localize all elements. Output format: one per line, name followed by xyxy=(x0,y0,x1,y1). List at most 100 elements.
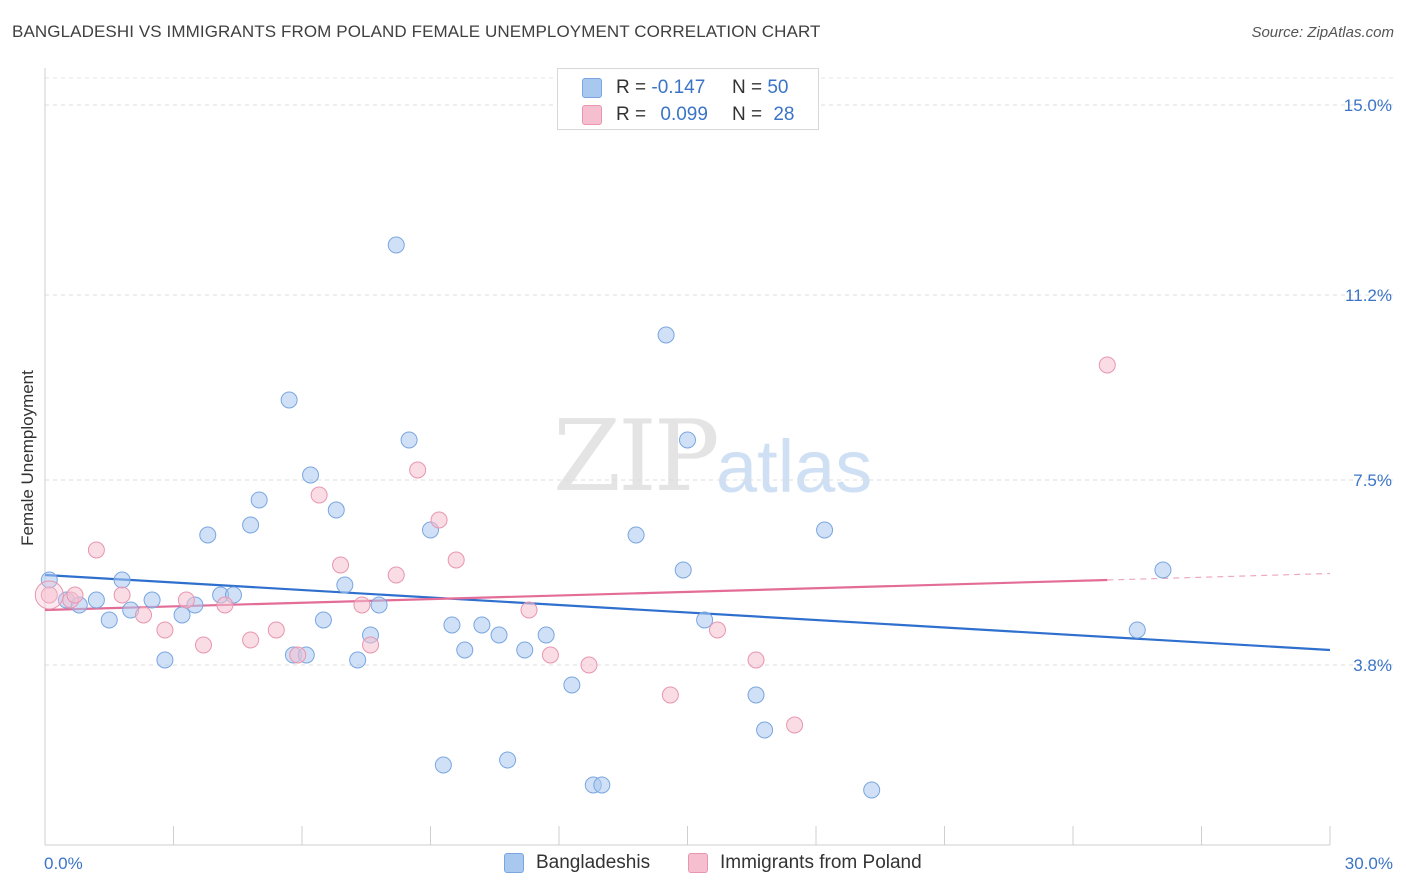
point-bangladeshi xyxy=(563,676,581,694)
point-poland xyxy=(430,511,448,529)
x-tick-label-max: 30.0% xyxy=(1345,854,1393,873)
point-poland xyxy=(332,556,350,574)
point-poland xyxy=(113,586,131,604)
point-bangladeshi xyxy=(537,626,555,644)
point-bangladeshi xyxy=(143,591,161,609)
chart-title: BANGLADESHI VS IMMIGRANTS FROM POLAND FE… xyxy=(12,22,821,41)
point-bangladeshi xyxy=(349,651,367,669)
point-poland xyxy=(135,606,153,624)
point-bangladeshi xyxy=(400,431,418,449)
point-poland xyxy=(216,596,234,614)
legend-label-bangladeshis: Bangladeshis xyxy=(536,852,651,873)
point-poland xyxy=(447,551,465,569)
point-poland xyxy=(66,586,84,604)
point-bangladeshi xyxy=(756,721,774,739)
point-bangladeshi xyxy=(250,491,268,509)
trend-lines xyxy=(44,572,1331,652)
point-bangladeshi xyxy=(473,616,491,634)
point-poland xyxy=(708,621,726,639)
tick-labels: 3.8% 7.5% 11.2% 15.0% 0.0% 30.0% Female Unempl… xyxy=(18,96,1393,873)
point-poland xyxy=(541,646,559,664)
data-points xyxy=(34,236,1172,799)
watermark-zip: ZIP xyxy=(553,400,720,514)
source-credit: Source: ZipAtlas.com xyxy=(1251,24,1394,41)
n-value: 50 xyxy=(767,77,789,98)
point-bangladeshi xyxy=(242,516,260,534)
point-poland xyxy=(747,651,765,669)
stats-row-bangladeshi: R = -0.147 N = 50 xyxy=(582,77,788,99)
point-poland xyxy=(353,596,371,614)
point-bangladeshi xyxy=(627,526,645,544)
point-bangladeshi xyxy=(87,591,105,609)
n-value: 28 xyxy=(773,104,795,125)
y-tick-label: 15.0% xyxy=(1344,96,1392,115)
r-label: R = xyxy=(616,77,647,98)
point-bangladeshi xyxy=(113,571,131,589)
point-bangladeshi xyxy=(302,466,320,484)
point-poland xyxy=(580,656,598,674)
point-bangladeshi xyxy=(696,611,714,629)
point-bangladeshi xyxy=(434,756,452,774)
y-tick-label: 3.8% xyxy=(1353,656,1392,675)
point-poland xyxy=(1098,356,1116,374)
point-bangladeshi xyxy=(280,391,298,409)
point-poland xyxy=(194,636,212,654)
point-poland xyxy=(310,486,328,504)
bottom-legend: Bangladeshis Immigrants from Poland xyxy=(0,852,1406,880)
point-bangladeshi xyxy=(443,616,461,634)
point-poland xyxy=(661,686,679,704)
stats-swatch-bangladeshi xyxy=(582,78,602,98)
trend-bangladeshi xyxy=(44,573,1331,652)
stats-legend: R = -0.147 N = 50 R = 0.099 N = 28 xyxy=(557,68,819,130)
point-bangladeshi xyxy=(593,776,611,794)
point-poland xyxy=(40,586,58,604)
point-bangladeshi xyxy=(327,501,345,519)
legend-item-poland[interactable]: Immigrants from Poland xyxy=(688,852,922,874)
point-bangladeshi xyxy=(456,641,474,659)
point-bangladeshi xyxy=(657,326,675,344)
y-tick-label: 11.2% xyxy=(1345,286,1392,305)
r-value: 0.099 xyxy=(660,104,708,125)
point-bangladeshi xyxy=(1154,561,1172,579)
point-poland-large xyxy=(34,580,64,610)
x-tick-label-min: 0.0% xyxy=(44,854,83,873)
gridlines xyxy=(45,77,1395,666)
point-bangladeshi xyxy=(314,611,332,629)
point-bangladeshi xyxy=(199,526,217,544)
stats-row-poland: R = 0.099 N = 28 xyxy=(582,104,794,126)
legend-swatch-bangladeshis xyxy=(504,853,524,873)
point-bangladeshi xyxy=(1128,621,1146,639)
point-poland xyxy=(177,591,195,609)
point-bangladeshi xyxy=(387,236,405,254)
legend-item-bangladeshis[interactable]: Bangladeshis xyxy=(504,852,650,874)
watermark-atlas: atlas xyxy=(716,425,873,508)
stats-swatch-poland xyxy=(582,105,602,125)
point-poland xyxy=(409,461,427,479)
trend-poland-extension xyxy=(1107,572,1331,581)
point-poland xyxy=(362,636,380,654)
point-poland xyxy=(387,566,405,584)
y-axis-title: Female Unemployment xyxy=(18,370,37,546)
point-poland xyxy=(289,646,307,664)
point-bangladeshi xyxy=(490,626,508,644)
n-label: N = xyxy=(731,77,763,98)
legend-swatch-poland xyxy=(688,853,708,873)
point-bangladeshi xyxy=(516,641,534,659)
point-bangladeshi xyxy=(674,561,692,579)
point-bangladeshi xyxy=(336,576,354,594)
point-poland xyxy=(242,631,260,649)
r-value: -0.147 xyxy=(651,77,706,98)
axes xyxy=(44,68,1331,846)
legend-label-poland: Immigrants from Poland xyxy=(720,852,922,873)
point-bangladeshi xyxy=(370,596,388,614)
point-poland xyxy=(156,621,174,639)
point-bangladeshi xyxy=(156,651,174,669)
point-poland xyxy=(786,716,804,734)
point-bangladeshi xyxy=(499,751,517,769)
r-label: R = xyxy=(616,104,647,125)
point-bangladeshi xyxy=(747,686,765,704)
point-poland xyxy=(267,621,285,639)
n-label: N = xyxy=(731,104,763,125)
point-bangladeshi xyxy=(863,781,881,799)
